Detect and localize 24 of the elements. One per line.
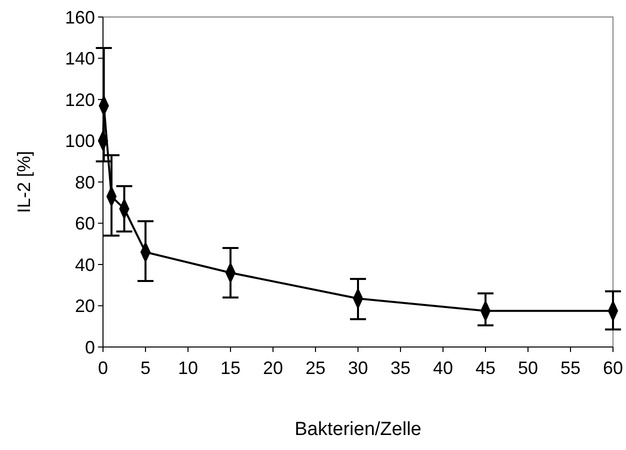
y-tick-label: 0 xyxy=(84,337,95,358)
x-tick-label: 15 xyxy=(220,358,241,378)
y-tick-label: 140 xyxy=(64,48,95,69)
y-tick-label: 160 xyxy=(64,7,95,28)
y-tick-label: 20 xyxy=(74,296,95,316)
x-tick-label: 40 xyxy=(432,358,454,378)
x-tick-label: 45 xyxy=(475,358,496,378)
x-tick-label: 55 xyxy=(560,358,581,378)
x-tick-label: 60 xyxy=(602,358,624,378)
y-tick-label: 80 xyxy=(74,172,95,192)
x-tick-label: 25 xyxy=(305,358,326,378)
x-tick-label: 30 xyxy=(348,358,368,378)
x-tick-label: 50 xyxy=(518,358,538,378)
y-tick-label: 60 xyxy=(74,214,95,234)
x-tick-label: 0 xyxy=(98,358,108,378)
x-tick-label: 5 xyxy=(140,358,151,378)
y-tick-label: 100 xyxy=(64,131,95,152)
x-tick-label: 10 xyxy=(178,358,198,378)
y-axis-title: IL-2 [%] xyxy=(14,150,34,214)
x-axis-title: Bakterien/Zelle xyxy=(294,419,422,440)
x-tick-label: 20 xyxy=(262,358,284,378)
y-tick-label: 120 xyxy=(64,90,95,110)
x-tick-label: 35 xyxy=(390,358,411,378)
y-tick-label: 40 xyxy=(74,254,95,275)
